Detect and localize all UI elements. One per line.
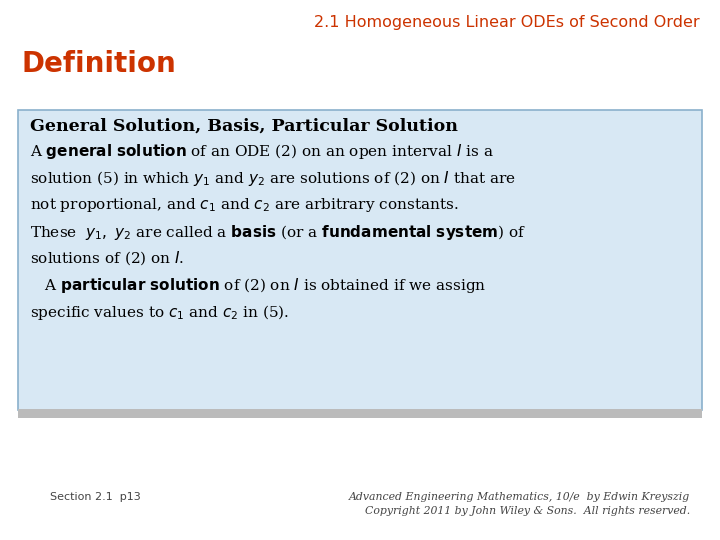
Text: General Solution, Basis, Particular Solution: General Solution, Basis, Particular Solu… xyxy=(30,118,458,135)
Text: Definition: Definition xyxy=(22,50,176,78)
Text: Section 2.1  p13: Section 2.1 p13 xyxy=(50,492,140,502)
Text: 2.1 Homogeneous Linear ODEs of Second Order: 2.1 Homogeneous Linear ODEs of Second Or… xyxy=(315,15,700,30)
Text: A $\mathbf{general\ solution}$ of an ODE (2) on an open interval $I$ is a
soluti: A $\mathbf{general\ solution}$ of an ODE… xyxy=(30,142,526,322)
Text: Advanced Engineering Mathematics, 10/e  by Edwin Kreyszig
Copyright 2011 by John: Advanced Engineering Mathematics, 10/e b… xyxy=(348,492,690,516)
FancyBboxPatch shape xyxy=(18,110,702,410)
Bar xyxy=(18,409,702,418)
